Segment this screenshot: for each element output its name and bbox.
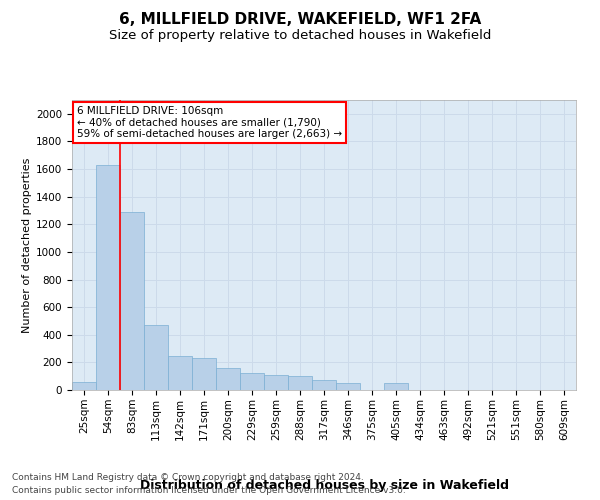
Bar [240, 374, 264, 390]
Bar [192, 358, 216, 390]
Bar [336, 383, 360, 390]
Text: 6, MILLFIELD DRIVE, WAKEFIELD, WF1 2FA: 6, MILLFIELD DRIVE, WAKEFIELD, WF1 2FA [119, 12, 481, 28]
Text: 6 MILLFIELD DRIVE: 106sqm
← 40% of detached houses are smaller (1,790)
59% of se: 6 MILLFIELD DRIVE: 106sqm ← 40% of detac… [77, 106, 342, 139]
Text: Contains HM Land Registry data © Crown copyright and database right 2024.: Contains HM Land Registry data © Crown c… [12, 474, 364, 482]
Bar [168, 356, 192, 390]
Bar [96, 165, 120, 390]
Bar [312, 380, 336, 390]
Text: Size of property relative to detached houses in Wakefield: Size of property relative to detached ho… [109, 28, 491, 42]
Y-axis label: Number of detached properties: Number of detached properties [22, 158, 32, 332]
Bar [120, 212, 144, 390]
X-axis label: Distribution of detached houses by size in Wakefield: Distribution of detached houses by size … [139, 478, 509, 492]
Text: Contains public sector information licensed under the Open Government Licence v3: Contains public sector information licen… [12, 486, 406, 495]
Bar [216, 368, 240, 390]
Bar [384, 383, 408, 390]
Bar [72, 382, 96, 390]
Bar [144, 325, 168, 390]
Bar [288, 376, 312, 390]
Bar [264, 375, 288, 390]
